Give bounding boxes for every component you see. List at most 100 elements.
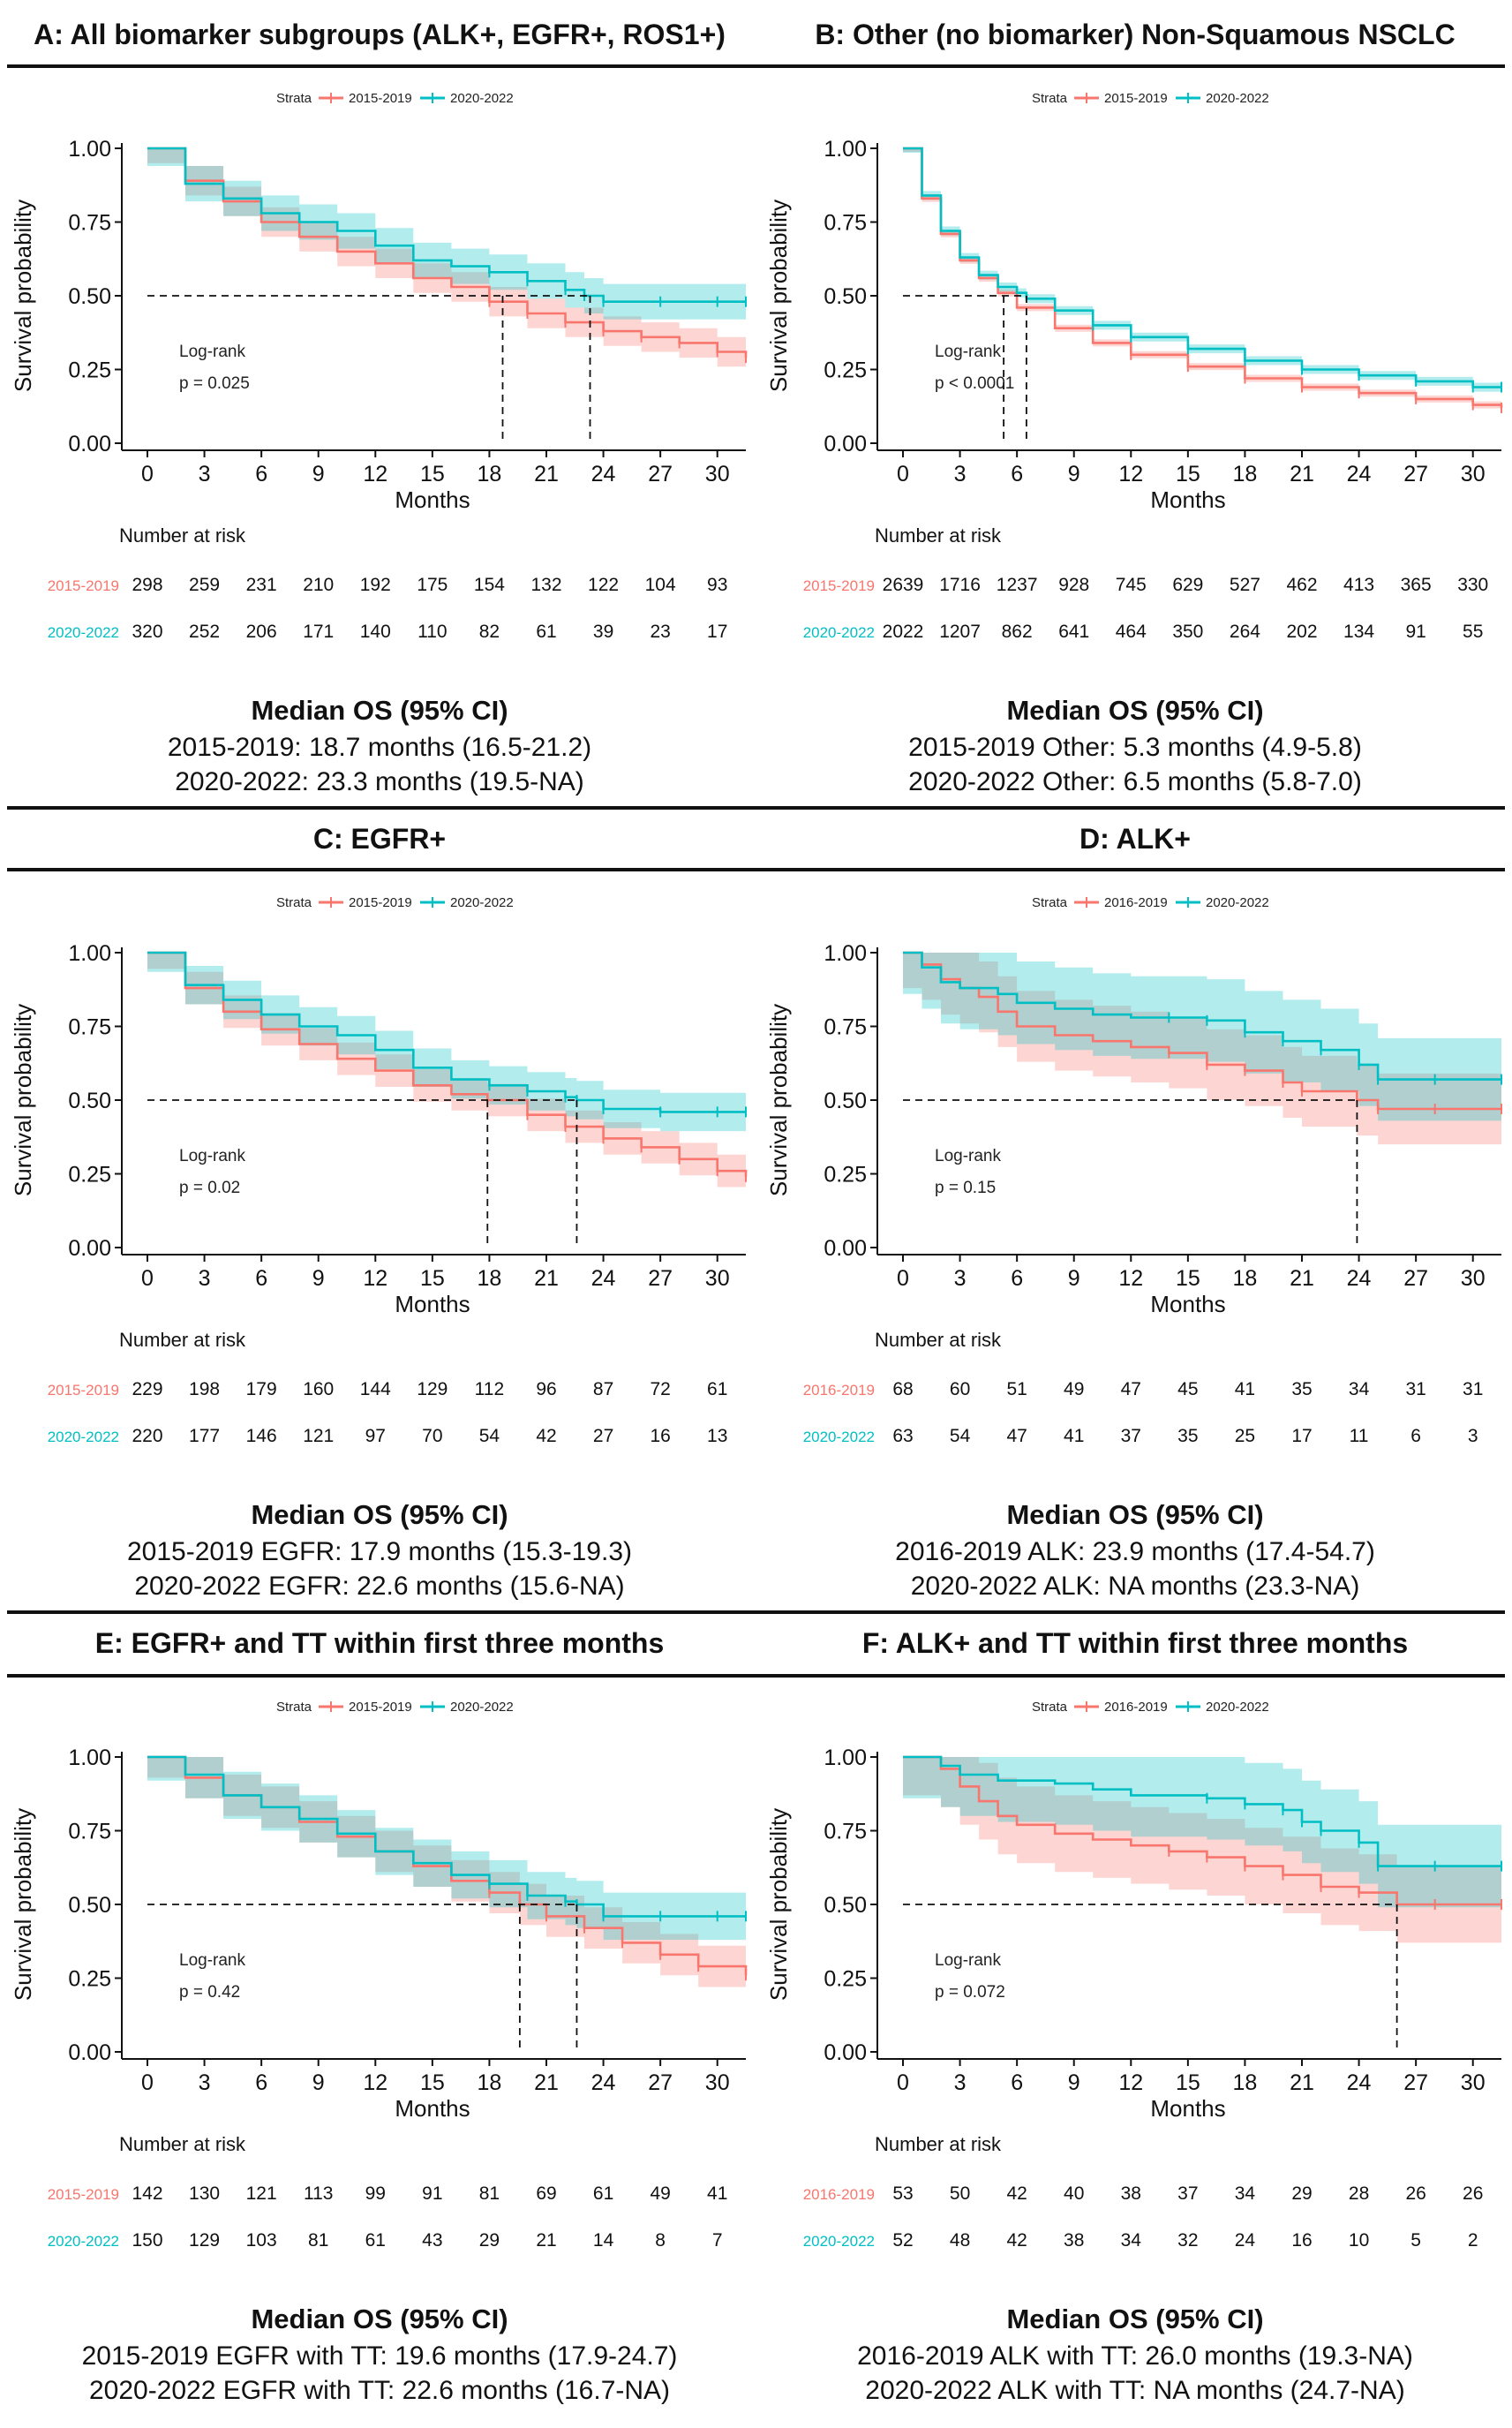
x-tick-label: 24 [591, 462, 616, 486]
x-tick-label: 6 [255, 2070, 267, 2095]
risk-value: 2 [1468, 2230, 1478, 2251]
median-os-title: Median OS (95% CI) [1006, 2304, 1263, 2334]
panel-title: F: ALK+ and TT within first three months [862, 1627, 1408, 1659]
x-tick-label: 18 [478, 462, 502, 486]
risk-value: 53 [892, 2183, 913, 2204]
risk-row-label: 2020-2022 [48, 2233, 119, 2250]
x-tick-label: 6 [1011, 2070, 1023, 2095]
y-axis-label: Survival probability [765, 200, 792, 392]
x-tick-label: 9 [1068, 462, 1080, 486]
legend-label: 2015-2019 [349, 895, 412, 910]
x-tick-label: 9 [1068, 1266, 1080, 1291]
risk-value: 61 [593, 2183, 613, 2204]
risk-row-label: 2020-2022 [803, 624, 875, 641]
risk-value: 42 [536, 1426, 556, 1446]
x-tick-label: 9 [312, 2070, 325, 2095]
logrank-label: Log-rank [179, 1951, 245, 1970]
risk-value: 206 [246, 622, 277, 642]
risk-value: 112 [475, 1379, 504, 1399]
median-os-line1: 2015-2019: 18.7 months (16.5-21.2) [168, 733, 591, 762]
risk-value: 16 [650, 1426, 670, 1446]
x-tick-label: 3 [199, 1266, 211, 1291]
risk-value: 146 [246, 1426, 277, 1446]
x-tick-label: 0 [897, 462, 909, 486]
risk-value: 49 [650, 2183, 670, 2204]
risk-row-label: 2015-2019 [48, 2186, 119, 2203]
p-value: p = 0.42 [179, 1983, 240, 2002]
median-os-line2: 2020-2022 EGFR with TT: 22.6 months (16.… [89, 2376, 670, 2405]
panel-e: E: EGFR+ and TT within first three month… [10, 1627, 748, 2405]
risk-value: 54 [950, 1426, 971, 1446]
legend-label: 2020-2022 [450, 91, 514, 106]
x-tick-label: 27 [1403, 462, 1428, 486]
risk-value: 113 [304, 2183, 333, 2204]
risk-value: 140 [360, 622, 391, 642]
risk-value: 45 [1177, 1379, 1198, 1399]
risk-table-title: Number at risk [875, 2133, 1002, 2155]
y-tick-label: 0.75 [68, 1015, 111, 1040]
risk-value: 68 [892, 1379, 913, 1399]
risk-value: 41 [1064, 1426, 1084, 1446]
risk-value: 27 [593, 1426, 613, 1446]
y-tick-label: 0.25 [68, 358, 111, 383]
risk-value: 91 [422, 2183, 442, 2204]
risk-value: 3 [1468, 1426, 1478, 1446]
risk-value: 229 [132, 1379, 162, 1399]
y-tick-label: 0.00 [68, 432, 111, 456]
risk-table-title: Number at risk [875, 524, 1002, 547]
x-tick-label: 24 [1347, 462, 1372, 486]
risk-value: 37 [1177, 2183, 1198, 2204]
x-tick-label: 0 [141, 1266, 154, 1291]
risk-value: 202 [1286, 622, 1317, 642]
y-tick-label: 1.00 [68, 1746, 111, 1770]
risk-row-label: 2015-2019 [803, 577, 875, 594]
risk-value: 35 [1291, 1379, 1312, 1399]
x-tick-label: 12 [363, 1266, 387, 1291]
risk-value: 231 [246, 575, 277, 595]
risk-value: 38 [1064, 2230, 1084, 2251]
median-os-title: Median OS (95% CI) [1006, 1499, 1263, 1530]
ci-band-2 [903, 1757, 1501, 1908]
x-tick-label: 0 [897, 1266, 909, 1291]
logrank-label: Log-rank [935, 343, 1001, 361]
x-tick-label: 24 [1347, 1266, 1372, 1291]
x-tick-label: 3 [954, 2070, 967, 2095]
risk-value: 350 [1172, 622, 1203, 642]
risk-value: 320 [132, 622, 162, 642]
risk-row-label: 2016-2019 [803, 2186, 875, 2203]
x-axis-label: Months [395, 2095, 470, 2122]
ci-band-2 [147, 1757, 746, 1941]
x-tick-label: 6 [255, 1266, 267, 1291]
risk-value: 63 [892, 1426, 913, 1446]
median-os-line2: 2020-2022 ALK: NA months (23.3-NA) [911, 1572, 1360, 1601]
risk-value: 103 [246, 2230, 277, 2251]
risk-row-label: 2020-2022 [803, 2233, 875, 2250]
risk-value: 28 [1349, 2183, 1369, 2204]
risk-value: 175 [417, 575, 448, 595]
legend-label: 2015-2019 [1104, 91, 1168, 106]
x-tick-label: 6 [255, 462, 267, 486]
risk-table-title: Number at risk [119, 2133, 246, 2155]
x-tick-label: 21 [534, 462, 559, 486]
y-tick-label: 0.75 [68, 1820, 111, 1844]
risk-value: 10 [1349, 2230, 1369, 2251]
y-tick-label: 0.00 [68, 2040, 111, 2065]
risk-value: 298 [132, 575, 162, 595]
x-tick-label: 30 [705, 462, 730, 486]
risk-value: 150 [132, 2230, 162, 2251]
x-tick-label: 6 [1011, 1266, 1023, 1291]
risk-value: 862 [1002, 622, 1033, 642]
km-curve-2 [903, 951, 1501, 1081]
risk-value: 52 [892, 2230, 913, 2251]
x-tick-label: 15 [1176, 462, 1200, 486]
panel-title: D: ALK+ [1079, 823, 1191, 855]
risk-value: 55 [1463, 622, 1483, 642]
risk-value: 1237 [997, 575, 1038, 595]
x-axis-label: Months [1150, 486, 1225, 513]
x-tick-label: 24 [591, 2070, 616, 2095]
risk-value: 61 [365, 2230, 386, 2251]
risk-value: 134 [1343, 622, 1374, 642]
ci-band-1 [903, 953, 1501, 1145]
panel-title: C: EGFR+ [313, 823, 446, 855]
km-curve-1 [903, 1755, 1501, 1906]
